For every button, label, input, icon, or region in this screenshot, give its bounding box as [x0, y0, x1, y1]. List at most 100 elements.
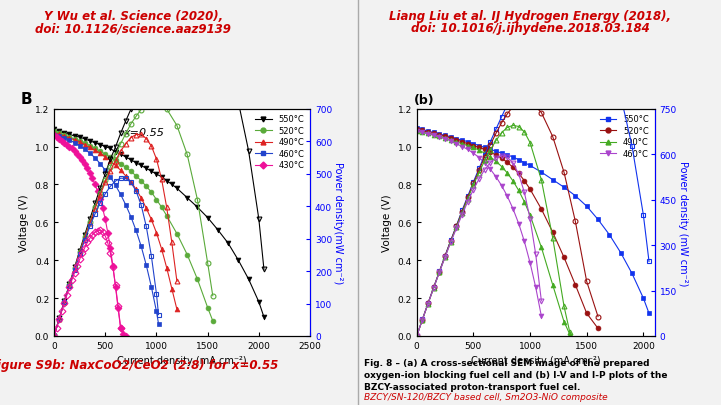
550°C — [96, 143, 105, 148]
550°C — [435, 132, 443, 137]
520°C — [412, 128, 421, 132]
490°C — [116, 168, 125, 173]
520°C — [50, 130, 58, 134]
460°C — [446, 139, 455, 144]
550°C — [452, 137, 461, 142]
520°C — [474, 146, 483, 151]
430°C — [65, 145, 74, 149]
460°C — [96, 162, 105, 166]
460°C — [469, 151, 478, 156]
Line: 520°C: 520°C — [52, 130, 215, 324]
Text: Y Wu et al. Science (2020),: Y Wu et al. Science (2020), — [44, 10, 223, 23]
460°C — [497, 184, 506, 189]
520°C — [486, 150, 495, 155]
460°C — [418, 130, 427, 135]
460°C — [65, 138, 74, 143]
430°C — [63, 143, 71, 148]
520°C — [424, 130, 433, 135]
430°C — [55, 137, 63, 142]
430°C — [50, 133, 58, 138]
Line: 430°C: 430°C — [52, 133, 128, 339]
460°C — [452, 142, 461, 147]
490°C — [520, 200, 528, 205]
550°C — [571, 194, 580, 199]
490°C — [121, 174, 130, 179]
460°C — [424, 132, 433, 137]
550°C — [446, 135, 455, 140]
490°C — [106, 159, 115, 164]
Y-axis label: Voltage (V): Voltage (V) — [382, 194, 392, 252]
490°C — [81, 143, 89, 148]
460°C — [526, 260, 534, 265]
550°C — [203, 215, 212, 220]
460°C — [154, 322, 163, 326]
550°C — [183, 196, 192, 200]
520°C — [464, 142, 472, 147]
550°C — [520, 161, 528, 166]
430°C — [121, 334, 130, 339]
460°C — [503, 194, 512, 199]
520°C — [96, 149, 105, 154]
Text: Liang Liu et al. IJ Hydrogen Energy (2018),: Liang Liu et al. IJ Hydrogen Energy (201… — [389, 10, 671, 23]
490°C — [412, 130, 421, 134]
550°C — [121, 155, 130, 160]
460°C — [458, 145, 466, 149]
550°C — [86, 139, 94, 144]
460°C — [464, 147, 472, 152]
520°C — [418, 129, 427, 134]
Line: 550°C: 550°C — [52, 128, 266, 320]
430°C — [98, 207, 107, 211]
490°C — [435, 134, 443, 139]
520°C — [162, 214, 171, 219]
520°C — [452, 138, 461, 143]
490°C — [60, 134, 68, 139]
520°C — [497, 156, 506, 161]
490°C — [132, 187, 141, 192]
550°C — [162, 179, 171, 183]
490°C — [480, 151, 489, 156]
520°C — [469, 144, 478, 149]
430°C — [114, 306, 123, 311]
520°C — [147, 190, 156, 195]
490°C — [91, 149, 99, 153]
Text: x=0.55: x=0.55 — [123, 128, 164, 137]
550°C — [458, 138, 466, 143]
550°C — [70, 134, 79, 139]
490°C — [101, 155, 110, 160]
460°C — [537, 314, 546, 319]
550°C — [509, 155, 518, 160]
520°C — [509, 166, 518, 171]
550°C — [111, 150, 120, 155]
490°C — [76, 140, 84, 145]
520°C — [526, 187, 534, 192]
490°C — [152, 231, 161, 236]
Text: (b): (b) — [415, 94, 435, 107]
490°C — [424, 132, 433, 136]
430°C — [116, 326, 125, 331]
550°C — [537, 170, 546, 175]
520°C — [446, 136, 455, 141]
430°C — [106, 246, 115, 251]
550°C — [593, 217, 602, 222]
520°C — [593, 326, 602, 331]
520°C — [142, 184, 151, 189]
520°C — [458, 140, 466, 145]
430°C — [104, 231, 112, 236]
490°C — [486, 155, 495, 160]
550°C — [628, 271, 637, 276]
Text: B: B — [21, 92, 32, 107]
Y-axis label: Power density (mW cm⁻²): Power density (mW cm⁻²) — [678, 160, 688, 285]
520°C — [121, 166, 130, 171]
Text: Fig. 8 – (a) A cross-sectional SEM image of the prepared
oxygen-ion blocking fue: Fig. 8 – (a) A cross-sectional SEM image… — [364, 358, 668, 391]
550°C — [486, 147, 495, 152]
490°C — [565, 332, 574, 337]
550°C — [503, 153, 512, 158]
550°C — [474, 144, 483, 149]
550°C — [639, 296, 647, 301]
550°C — [418, 128, 427, 132]
490°C — [137, 196, 146, 200]
520°C — [101, 152, 110, 157]
550°C — [142, 166, 151, 171]
490°C — [142, 206, 151, 211]
550°C — [60, 132, 68, 136]
